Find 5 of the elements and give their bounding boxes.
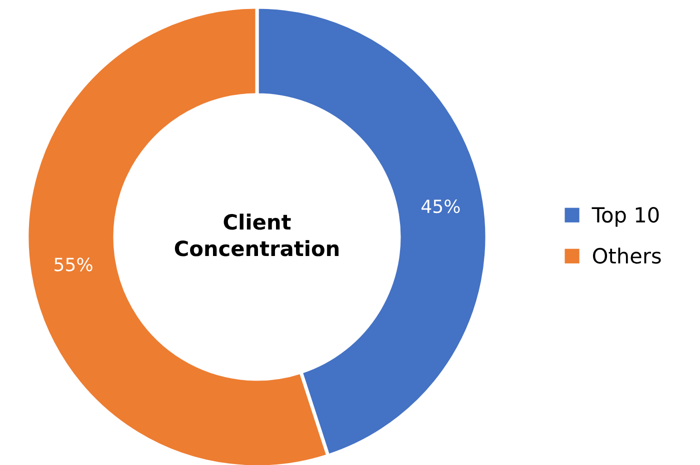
legend-label: Others	[593, 248, 661, 264]
data-label: 55%	[54, 258, 92, 272]
data-label: 45%	[422, 199, 460, 214]
text: Client Concentration	[174, 214, 339, 256]
legend-label: Top 10	[592, 206, 659, 227]
